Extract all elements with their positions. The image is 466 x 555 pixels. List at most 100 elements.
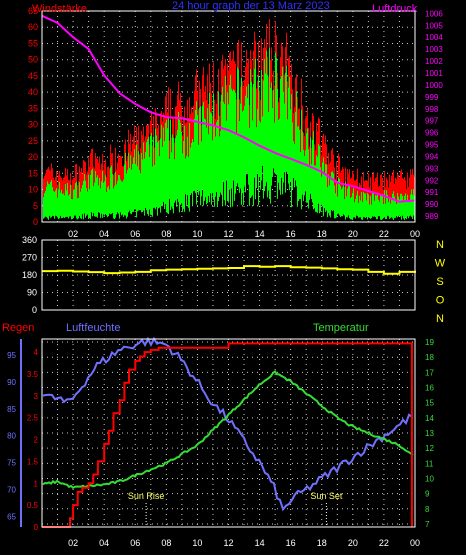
pressure-right-tick: 992: [425, 176, 439, 185]
wind-x-tick: 14: [255, 229, 265, 239]
compass-label: N: [436, 313, 444, 325]
direction-grid: [42, 240, 415, 310]
wind-x-tick: 22: [379, 229, 389, 239]
pressure-right-tick: 994: [425, 152, 439, 161]
humidity-tick: 65: [7, 512, 16, 521]
sun-marker-label: Sun Set: [310, 491, 343, 501]
temperature-tick: 15: [425, 399, 434, 408]
pressure-right-tick: 1006: [425, 9, 443, 18]
climate-x-tick: 12: [223, 538, 233, 548]
wind-left-tick: 0: [33, 217, 38, 227]
humidity-line: [42, 336, 413, 512]
humidity-tick: 75: [7, 459, 16, 468]
wind-left-tick: 10: [28, 185, 38, 195]
rain-line: [42, 342, 413, 528]
wind-x-tick: 20: [348, 229, 358, 239]
wind-x-tick: 02: [68, 229, 78, 239]
rain-tick: 0: [34, 523, 39, 532]
climate-x-tick: 16: [286, 538, 296, 548]
compass-label: W: [435, 258, 446, 270]
rain-label: Regen: [2, 322, 34, 334]
rain-tick: 0.5: [27, 501, 39, 510]
compass-label: N: [436, 239, 444, 251]
direction-line: [42, 265, 416, 275]
humidity-axis-ticks: 65 70 75 80 85 90 95: [7, 339, 22, 527]
rain-axis-ticks: 0 0.5 1 1.5 2 2.5 3 3.5 4: [27, 348, 39, 532]
wind-x-tick: 16: [286, 229, 296, 239]
climate-x-tick: 00: [410, 538, 420, 548]
humidity-tick: 95: [7, 351, 16, 360]
climate-grid: [42, 339, 415, 527]
temperature-tick: 13: [425, 429, 434, 438]
wind-panel-frame: [41, 10, 416, 223]
pressure-right-tick: 1001: [425, 69, 443, 78]
rain-tick: 1.5: [27, 457, 39, 466]
wind-left-axis-ticks: 0 5 10 15 20 25 30 35 40 45 50 55 60 65: [28, 6, 38, 227]
rain-tick: 4: [34, 348, 39, 357]
wind-left-tick: 20: [28, 152, 38, 162]
temperature-tick: 10: [425, 474, 434, 483]
pressure-right-tick: 993: [425, 164, 439, 173]
wind-x-tick: 08: [161, 229, 171, 239]
temperature-tick: 16: [425, 384, 434, 393]
rain-tick: 3.5: [27, 370, 39, 379]
humidity-tick: 85: [7, 405, 16, 414]
pressure-right-tick: 995: [425, 141, 439, 150]
sun-marker-label: Sun Rise: [128, 491, 165, 501]
direction-left-tick: 180: [22, 270, 37, 280]
compass-label: S: [436, 276, 443, 288]
rain-tick: 3: [34, 392, 39, 401]
climate-x-axis-ticks: 02 04 06 08 10 12 14 16 18 20 22 00: [68, 538, 420, 548]
temperature-tick: 9: [425, 490, 430, 499]
pressure-right-tick: 991: [425, 188, 439, 197]
pressure-right-tick: 998: [425, 105, 439, 114]
pressure-right-tick: 999: [425, 93, 439, 102]
chart-title: 24 hour graph der 13 Marz 2023: [172, 0, 330, 12]
rain-tick: 2: [34, 436, 39, 445]
humidity-tick: 80: [7, 432, 16, 441]
climate-x-tick: 14: [255, 538, 265, 548]
wind-left-label: Windstärke: [32, 3, 87, 15]
climate-x-tick: 18: [317, 538, 327, 548]
direction-series: [42, 265, 416, 275]
temperature-tick: 12: [425, 444, 434, 453]
pressure-right-tick: 996: [425, 129, 439, 138]
rain-series: [42, 342, 413, 528]
pressure-right-tick: 990: [425, 200, 439, 209]
wind-left-tick: 35: [28, 103, 38, 113]
pressure-right-tick: 1000: [425, 81, 443, 90]
wind-left-tick: 55: [28, 38, 38, 48]
pressure-right-tick: 997: [425, 117, 439, 126]
pressure-right-tick: 989: [425, 212, 439, 221]
pressure-right-label: Luftdruck: [372, 3, 418, 15]
temperature-tick: 11: [425, 459, 434, 468]
rain-tick: 1: [34, 479, 39, 488]
temperature-tick: 19: [425, 338, 434, 347]
sun-markers: Sun Rise Sun Set: [128, 491, 343, 527]
wind-left-tick: 40: [28, 87, 38, 97]
direction-left-tick: 90: [27, 288, 37, 298]
climate-panel-frame: [41, 338, 416, 528]
direction-left-tick: 270: [22, 253, 37, 263]
pressure-series: [41, 14, 416, 203]
wind-left-tick: 5: [33, 201, 38, 211]
wind-x-tick: 18: [317, 229, 327, 239]
humidity-tick: 90: [7, 378, 16, 387]
humidity-series: [42, 336, 413, 512]
wind-avg-series: [43, 47, 415, 221]
humidity-label: Luftfeuchte: [66, 322, 120, 334]
temperature-tick: 18: [425, 353, 434, 362]
pressure-right-tick: 1005: [425, 21, 443, 30]
wind-x-tick: 10: [192, 229, 202, 239]
rain-tick: 2.5: [27, 414, 39, 423]
temperature-tick: 7: [425, 520, 430, 529]
pressure-line: [41, 14, 416, 203]
pressure-right-tick: 1004: [425, 33, 443, 42]
wind-left-tick: 15: [28, 168, 38, 178]
climate-panel: Sun Rise Sun Set 0 0.5 1 1.5 2 2.5 3 3.5 4 65 70 75…: [2, 322, 434, 548]
pressure-right-tick: 1002: [425, 57, 443, 66]
